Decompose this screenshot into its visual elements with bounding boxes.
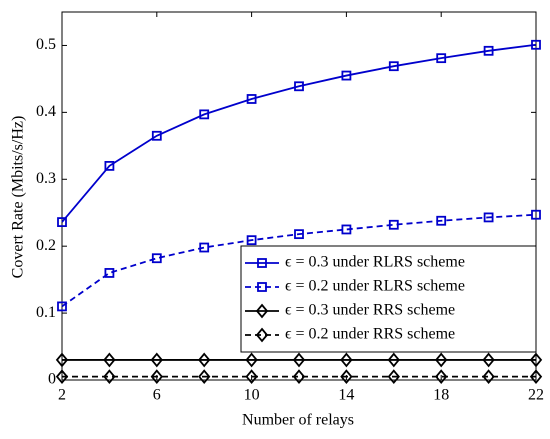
legend-label: ϵ = 0.2 under RLRS scheme (285, 278, 465, 295)
marker (151, 130, 162, 141)
marker (529, 352, 543, 368)
x-tick-label: 22 (528, 387, 544, 404)
marker (388, 61, 399, 72)
y-tick-label: 0.4 (36, 103, 56, 120)
marker (436, 53, 447, 64)
series-line (61, 213, 537, 308)
marker (103, 352, 116, 368)
marker (531, 39, 541, 50)
legend-marker (257, 282, 267, 292)
marker (246, 235, 257, 246)
marker (482, 369, 495, 385)
marker (435, 352, 448, 368)
legend-label: ϵ = 0.2 under RRS scheme (285, 326, 455, 343)
legend-label: ϵ = 0.3 under RLRS scheme (285, 254, 465, 271)
marker (483, 45, 494, 56)
marker (340, 352, 353, 368)
x-axis-label: Number of relays (242, 412, 354, 429)
marker (199, 109, 210, 120)
legend-symbol (255, 303, 269, 319)
y-tick-label: 0.1 (36, 304, 56, 321)
marker (341, 70, 352, 81)
y-tick-label: 0.3 (36, 170, 56, 187)
marker (103, 369, 116, 385)
x-tick-label: 14 (338, 387, 354, 404)
marker (104, 268, 115, 278)
marker (151, 253, 162, 264)
marker (294, 229, 304, 240)
marker (199, 242, 210, 253)
y-tick-label: 0.5 (36, 36, 56, 53)
marker (292, 369, 306, 385)
marker (294, 81, 304, 92)
marker (387, 369, 400, 385)
marker (245, 352, 258, 368)
marker (436, 215, 447, 226)
marker (388, 219, 399, 230)
legend-symbol (255, 327, 269, 343)
marker (198, 352, 211, 368)
y-tick-label: 0.2 (36, 237, 56, 254)
marker (531, 209, 541, 220)
legend-marker (255, 327, 269, 343)
y-tick-label: 0 (48, 371, 56, 388)
marker (57, 217, 67, 227)
marker (482, 352, 495, 368)
marker (55, 369, 69, 385)
marker (529, 369, 543, 385)
marker (245, 369, 258, 385)
marker (246, 94, 257, 104)
y-axis-label: Covert Rate (Mbits/s/Hz) (10, 116, 27, 279)
marker (104, 160, 115, 171)
marker (55, 352, 69, 368)
x-tick-label: 6 (153, 387, 161, 404)
legend: ϵ = 0.3 under RLRS scheme ϵ = 0.2 under R… (240, 245, 537, 353)
legend-symbol (257, 258, 267, 268)
marker (340, 369, 353, 385)
legend-marker (257, 258, 267, 268)
marker (341, 224, 352, 235)
marker (292, 352, 306, 368)
legend-label: ϵ = 0.3 under RRS scheme (285, 302, 455, 319)
marker (435, 369, 448, 385)
x-tick-label: 2 (58, 387, 66, 404)
x-tick-label: 18 (433, 387, 449, 404)
legend-box (240, 245, 537, 353)
marker (387, 352, 400, 368)
marker (483, 212, 494, 223)
legend-marker (255, 303, 269, 319)
marker (198, 369, 211, 385)
legend-symbol (257, 282, 267, 292)
marker (150, 369, 163, 385)
x-tick-label: 10 (244, 387, 260, 404)
series-line (61, 43, 537, 223)
marker (57, 301, 67, 312)
marker (150, 352, 163, 368)
